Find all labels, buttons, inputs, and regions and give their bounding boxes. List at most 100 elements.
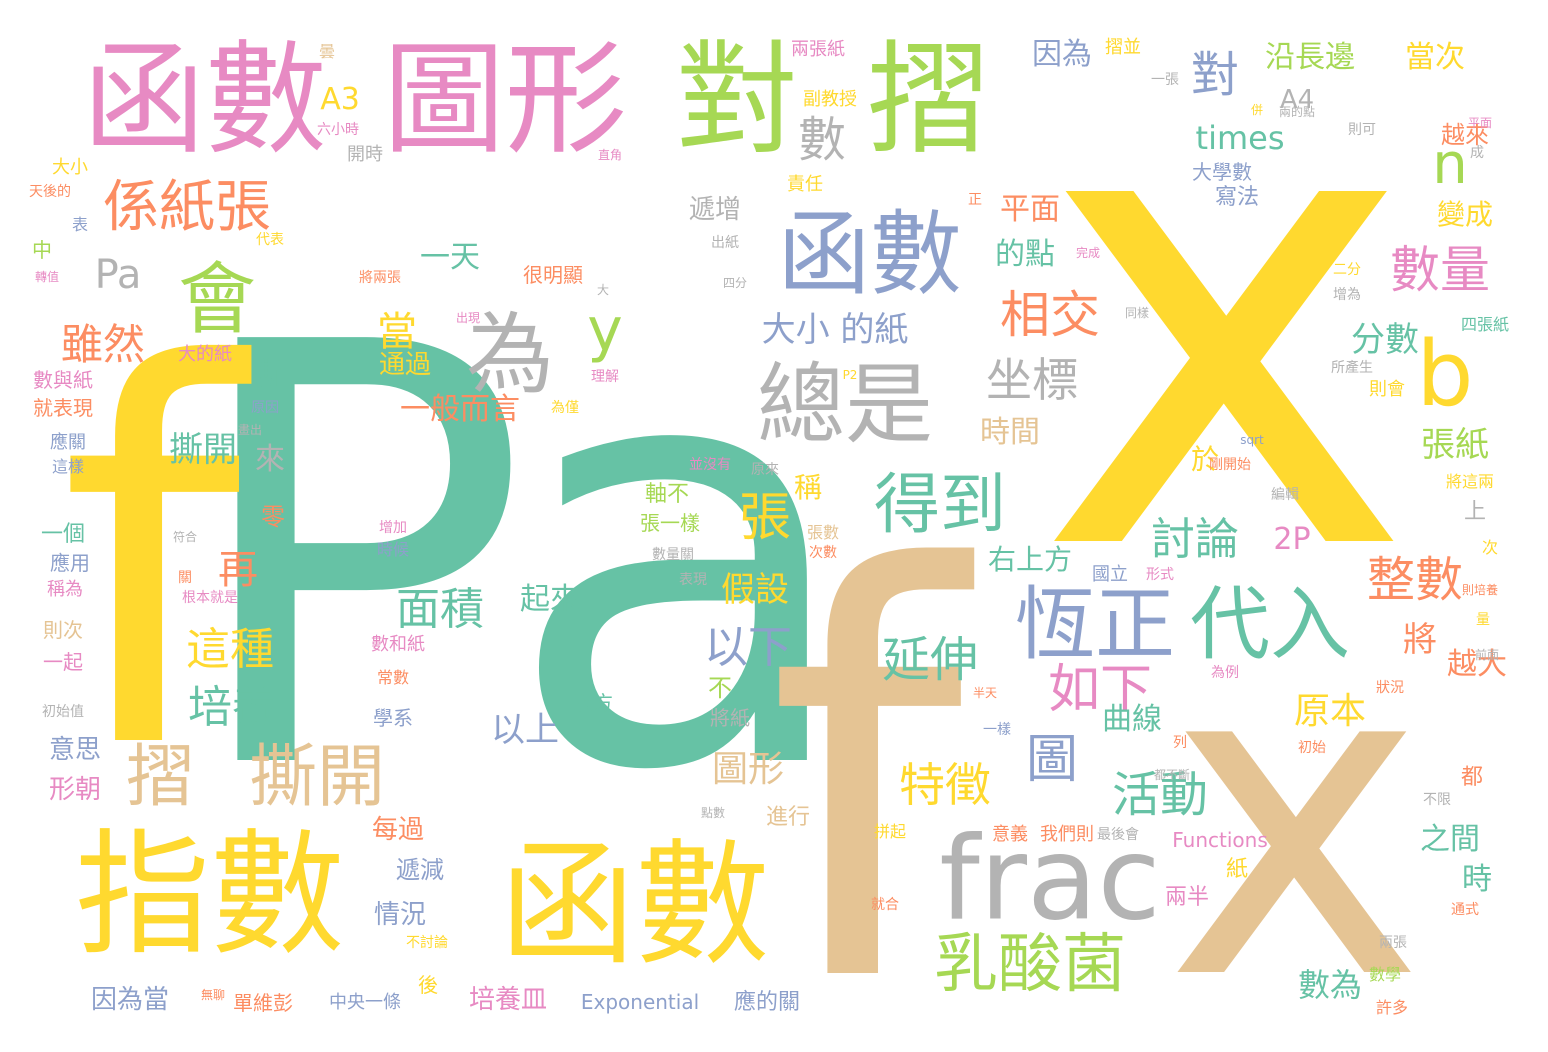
word-cloud-word: 併 (1250, 103, 1264, 117)
word-cloud-word: 再 (211, 548, 257, 588)
word-cloud-word: 數和紙 (371, 634, 425, 655)
word-cloud-word: 則可 (1348, 122, 1376, 138)
word-cloud-word: 培養 (188, 682, 276, 733)
word-cloud-word: Exponential (580, 990, 700, 1014)
word-cloud-word: 指數 (75, 816, 345, 974)
word-cloud-word: 則會 (1369, 379, 1405, 400)
word-cloud-word: 量 (1476, 612, 1490, 628)
word-cloud-word: 學系 (373, 706, 413, 730)
word-cloud-word: 就表現 (33, 396, 93, 420)
word-cloud-word: 零 (261, 503, 285, 531)
word-cloud-word: 都 (1460, 765, 1484, 790)
word-cloud-word: 張紙 (1421, 425, 1489, 465)
word-cloud-word: 沿長邊 (1265, 40, 1355, 75)
word-cloud-word: 數 (797, 112, 847, 168)
word-cloud-word: 應用 (50, 551, 90, 575)
word-cloud-word: 大 (596, 283, 610, 297)
word-cloud-word: 雖然 (60, 320, 146, 369)
word-cloud-word: 前面 (1474, 648, 1500, 662)
word-cloud-word: 並沒有 (689, 457, 731, 473)
word-cloud-word: 兩半 (1164, 885, 1210, 910)
word-cloud-word: 2P (1273, 522, 1311, 557)
word-cloud-word: 曲線 (1102, 702, 1162, 737)
word-cloud-word: 撕 (252, 357, 282, 392)
word-cloud-word: 數與紙 (33, 368, 93, 392)
word-cloud-word: 一天 (420, 240, 480, 275)
word-cloud-word: 出現 (455, 311, 481, 325)
word-cloud-word: 稱 (793, 471, 823, 504)
word-cloud-word: 四分 (722, 276, 748, 290)
word-cloud-word: 撕開 (248, 738, 386, 817)
word-cloud-word: 稱為 (47, 579, 83, 600)
word-cloud-word: 後 (418, 973, 438, 997)
word-cloud-word: 時間 (980, 415, 1040, 450)
word-cloud-word: 六小時 (317, 122, 359, 138)
word-cloud-word: 因為當 (90, 985, 170, 1015)
word-cloud-word: 兩的點 (1278, 105, 1316, 119)
word-cloud-word: 單維彭 (233, 991, 293, 1015)
word-cloud-word: 對 (676, 29, 798, 171)
word-cloud-word: f (766, 454, 964, 1052)
word-cloud-word: x (1164, 564, 1426, 1052)
word-cloud-word: 每過 (371, 815, 425, 845)
word-cloud-word: 剛開始 (1209, 457, 1251, 473)
word-cloud-word: y (587, 295, 623, 365)
word-cloud-word: 狀況 (1376, 680, 1404, 696)
word-cloud-word: 副教授 (803, 89, 857, 110)
word-cloud-word: 得到 (874, 466, 1006, 543)
word-cloud-word: 拼起 (873, 822, 907, 841)
word-cloud-word: 來 (255, 442, 285, 477)
word-cloud-word: 原來 (751, 462, 779, 478)
word-cloud-word: 分數 (1351, 320, 1419, 360)
word-cloud-word: 不限 (1423, 792, 1451, 808)
word-cloud-word: 相交 (1000, 286, 1100, 344)
word-cloud-word: 將 (1403, 620, 1437, 660)
word-cloud-word: 圖形 (711, 749, 785, 790)
word-cloud-word: 則培養 (1461, 583, 1499, 597)
word-cloud-word: 關 (178, 570, 192, 586)
word-cloud-word: 時 (1462, 862, 1492, 897)
word-cloud-word: 形朝 (48, 775, 102, 805)
word-cloud-word: 點數 (700, 806, 726, 820)
word-cloud-word: 國立 (1092, 564, 1128, 585)
word-cloud-word: 轉值 (34, 270, 60, 284)
word-cloud-word: 為 (465, 303, 555, 406)
word-cloud-word: 總是 (756, 353, 934, 456)
word-cloud-word: 乳酸菌 (934, 928, 1126, 1002)
word-cloud-word: Functions (1172, 828, 1268, 852)
word-cloud-word: 責任 (787, 174, 823, 195)
word-cloud-word: 摺 (125, 738, 195, 817)
word-cloud-word: 完成 (1075, 246, 1101, 260)
word-cloud-word: 遞增 (688, 195, 742, 225)
word-cloud-word: x (1035, 0, 1415, 692)
word-cloud-word: 對 (1190, 47, 1240, 103)
word-cloud-word: 遞減 (396, 856, 444, 884)
word-cloud-word: 特徵 (899, 758, 991, 812)
word-cloud-word: 為僅 (551, 400, 579, 416)
word-cloud-word: 表現 (679, 572, 707, 588)
word-cloud-word: 不 (708, 674, 732, 702)
word-cloud-word: 則次 (43, 618, 83, 642)
word-cloud-word: 大學數 (1192, 160, 1252, 184)
word-cloud-word: times (1195, 119, 1285, 157)
word-cloud-word: 直角 (597, 148, 623, 162)
word-cloud-word: 兩張紙 (791, 39, 845, 60)
word-cloud-word: 這樣 (51, 457, 85, 476)
word-cloud-word: 當次 (1405, 40, 1465, 75)
word-cloud-word: 天後的 (29, 184, 71, 200)
word-cloud-word: 符合 (172, 530, 198, 544)
word-cloud-word: 初始 (1298, 740, 1326, 756)
word-cloud-word: 應的關 (733, 990, 801, 1015)
word-cloud-word: 應關 (50, 432, 86, 453)
word-cloud-word: 曇 (318, 42, 336, 61)
word-cloud-word: 軸不 (644, 482, 690, 507)
word-cloud-word: sqrt (1240, 433, 1264, 447)
word-cloud-word: 起來 (520, 582, 580, 617)
word-cloud-word: Pa (180, 222, 860, 897)
word-cloud-word: 四張紙 (1460, 315, 1510, 334)
word-cloud-word: 代表 (256, 232, 284, 248)
word-cloud-word: 的點 (995, 237, 1055, 272)
word-cloud-word: 恆正 (1015, 578, 1175, 671)
word-cloud-word: 意義 (992, 824, 1028, 845)
word-cloud-word: 開時 (347, 144, 383, 165)
